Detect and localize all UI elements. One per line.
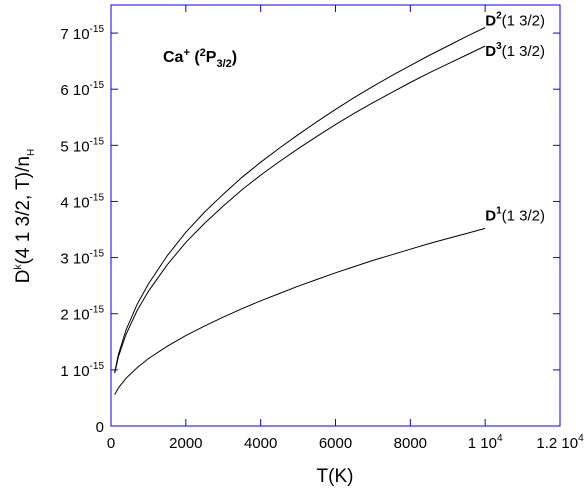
series-line-d3 — [114, 45, 486, 374]
y-axis-ticks: 0 1 10-15 2 10-15 3 10-15 4 10-15 5 10-15 6 10… — [60, 24, 560, 436]
series-label-d2: D2(1 3/2) — [485, 10, 545, 29]
y-tick-label: 1 10-15 — [60, 361, 104, 380]
chart-title-ion: Ca — [163, 49, 184, 66]
y-axis-title-sup: k — [13, 263, 24, 269]
y-tick-label: 6 10-15 — [60, 80, 104, 99]
x-tick-label: 2000 — [169, 435, 202, 452]
chart-title-close: ) — [232, 49, 237, 66]
y-axis-title: Dk(4 1 3/2, T)/nH — [13, 149, 37, 283]
series-line-d1 — [114, 227, 486, 395]
x-tick-label: 1 104 — [468, 433, 503, 452]
y-tick-label: 2 10-15 — [60, 305, 104, 324]
y-tick-label: 4 10-15 — [60, 192, 104, 211]
y-tick-label: 5 10-15 — [60, 136, 104, 155]
y-tick-label: 7 10-15 — [60, 24, 104, 43]
y-axis-title-base: D — [13, 269, 34, 283]
y-tick-label: 0 — [96, 419, 104, 436]
chart-title-open: ( — [190, 49, 200, 66]
series-labels: D2(1 3/2) D3(1 3/2) D1(1 3/2) — [485, 10, 545, 224]
series-line-d2 — [114, 27, 486, 373]
chart-title-j: 3/2 — [216, 58, 231, 70]
x-tick-label: 6000 — [319, 435, 352, 452]
y-axis-title-args: (4 1 3/2, T)/n — [13, 156, 34, 264]
x-tick-label: 1.2 104 — [536, 433, 584, 452]
series-lines — [114, 27, 486, 395]
chart-title-charge: + — [183, 47, 189, 59]
x-axis-ticks: 0 2000 4000 6000 8000 1 104 1.2 104 — [107, 5, 584, 452]
y-axis-title-sub: H — [26, 149, 37, 156]
chart-title-multiplicity: 2 — [200, 47, 206, 59]
x-tick-label: 4000 — [244, 435, 277, 452]
chart-title-term: P — [206, 49, 217, 66]
chart-title: Ca+ (2P3/2) — [163, 47, 237, 70]
y-tick-label: 3 10-15 — [60, 249, 104, 268]
x-tick-label: 0 — [107, 435, 115, 452]
x-axis-title: T(K) — [317, 466, 354, 487]
x-tick-label: 8000 — [394, 435, 427, 452]
series-label-d3: D3(1 3/2) — [485, 41, 545, 60]
series-label-d1: D1(1 3/2) — [485, 205, 545, 224]
